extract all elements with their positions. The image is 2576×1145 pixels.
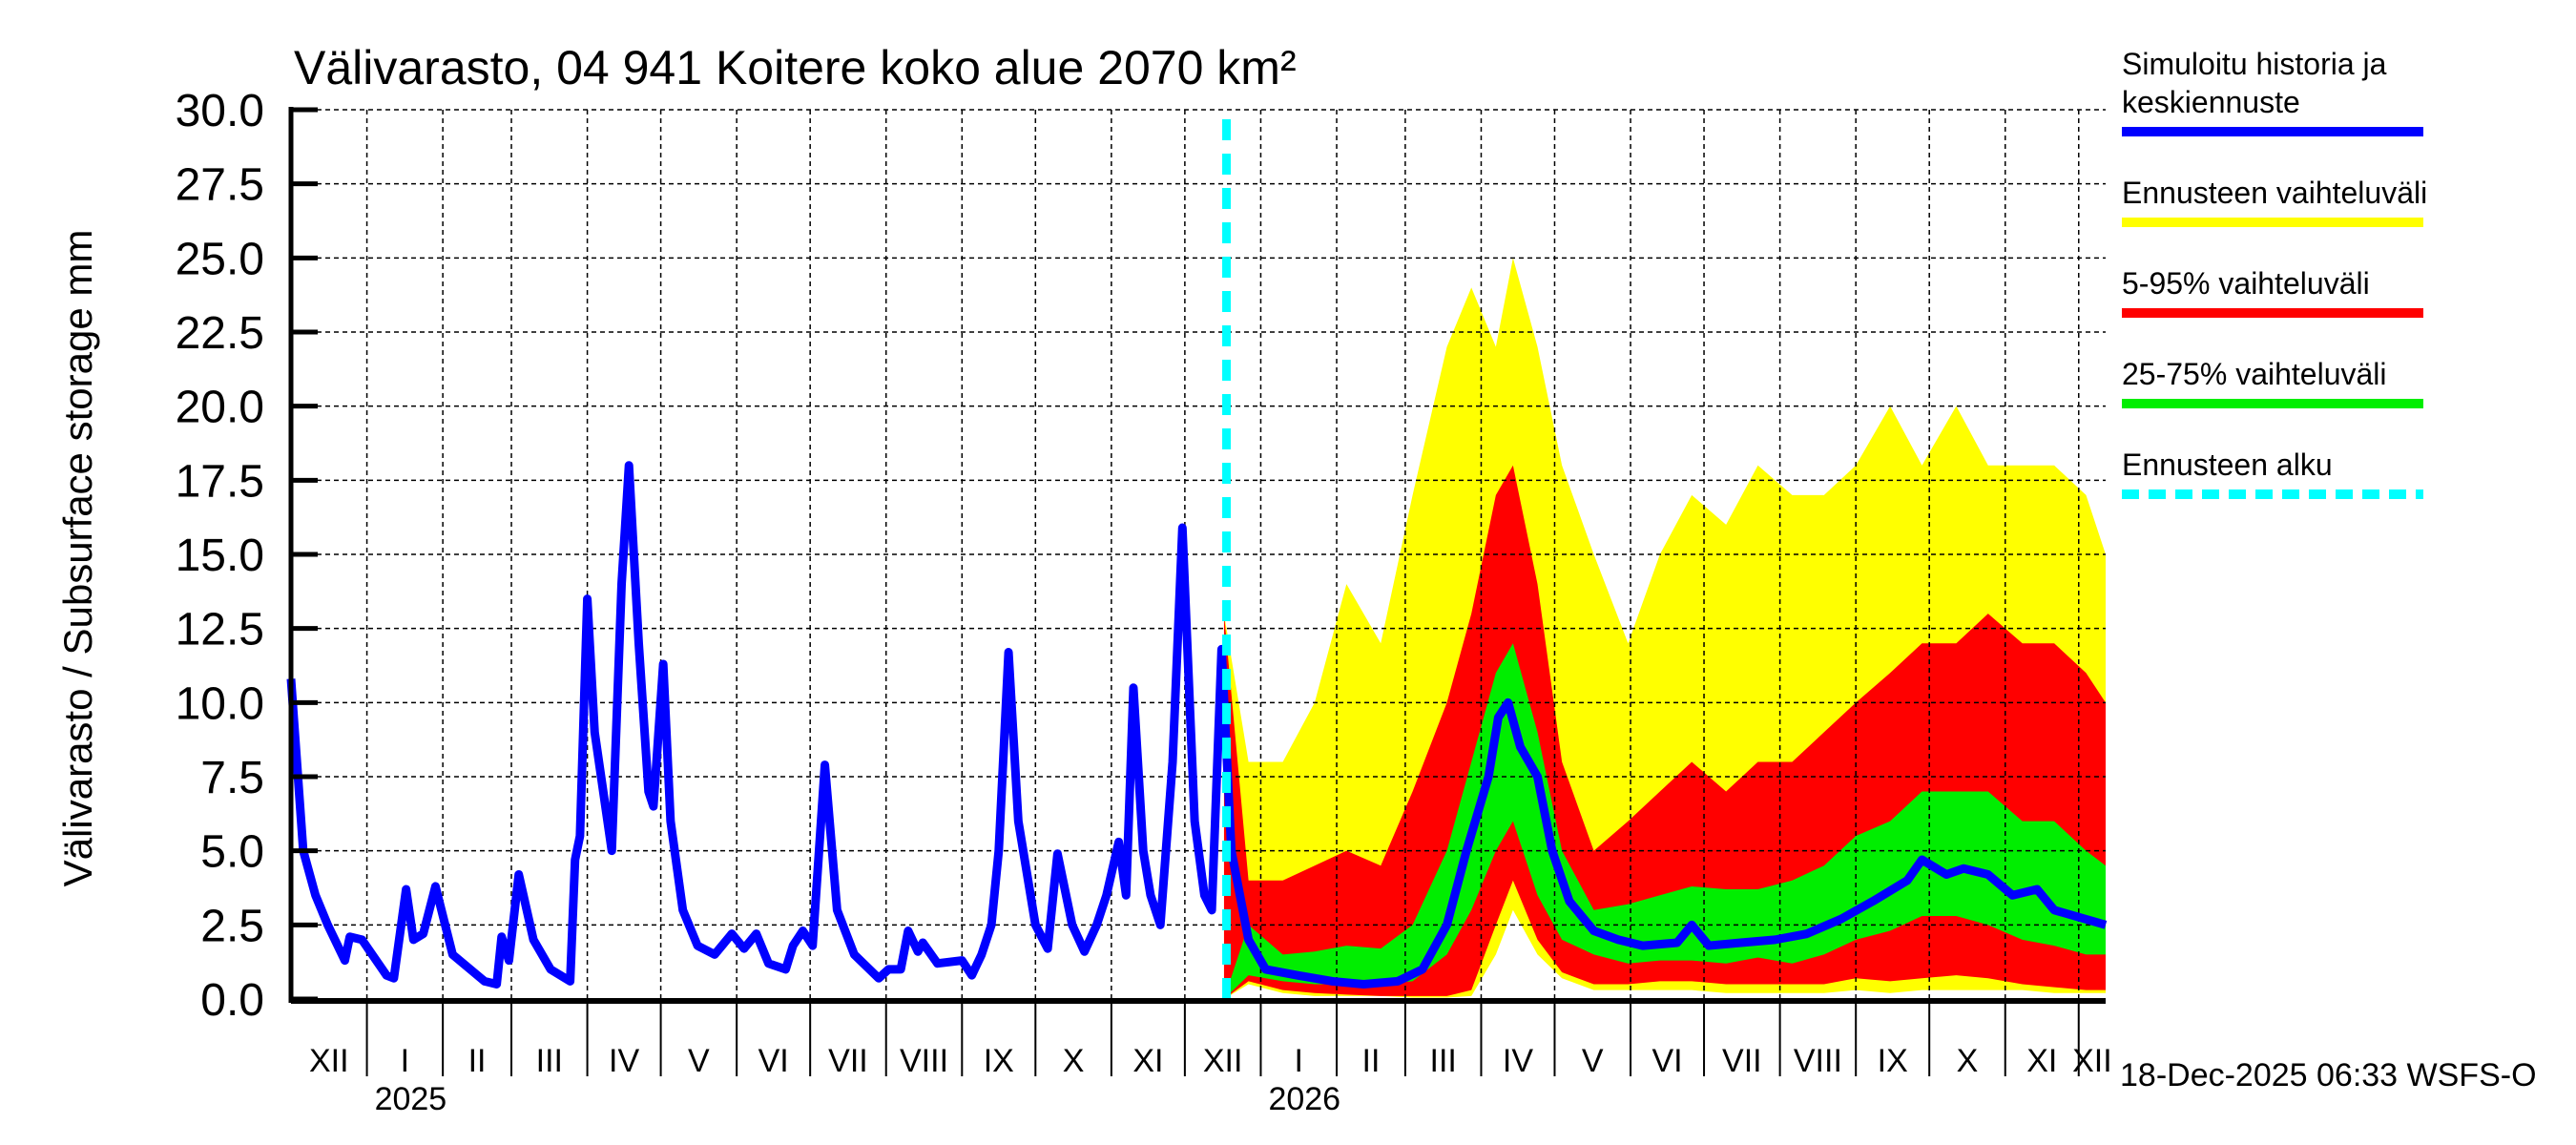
year-label: 2025 [375,1081,447,1117]
month-label: IX [1878,1043,1908,1079]
month-label: V [1582,1043,1604,1079]
footer-timestamp: 18-Dec-2025 06:33 WSFS-O [2120,1057,2537,1093]
month-label: VI [758,1043,789,1079]
month-label: X [1957,1043,1979,1079]
month-label: I [1295,1043,1303,1079]
year-label: 2026 [1268,1081,1340,1117]
month-label: VI [1652,1043,1682,1079]
legend-label: keskiennuste [2122,85,2300,119]
y-tick-label: 27.5 [176,160,264,211]
y-tick-label: 5.0 [200,827,264,878]
month-label: IV [1503,1043,1533,1079]
month-label: VII [1722,1043,1762,1079]
month-label: II [468,1043,487,1079]
month-label: I [401,1043,409,1079]
y-axis-label: Välivarasto / Subsurface storage mm [55,230,100,887]
y-tick-label: 10.0 [176,678,264,729]
y-tick-label: 25.0 [176,234,264,284]
month-label: XI [2026,1043,2057,1079]
month-label: V [688,1043,710,1079]
y-tick-label: 22.5 [176,308,264,359]
y-tick-label: 7.5 [200,753,264,803]
month-label: XII [309,1043,349,1079]
month-label: III [1430,1043,1457,1079]
legend-label: Simuloitu historia ja [2122,47,2387,81]
month-label: XII [1203,1043,1243,1079]
chart-title: Välivarasto, 04 941 Koitere koko alue 20… [294,41,1297,94]
month-label: XI [1132,1043,1163,1079]
forecast-bands [1223,258,2106,999]
month-label: II [1362,1043,1381,1079]
month-label: VIII [900,1043,948,1079]
month-label: IV [609,1043,639,1079]
y-tick-label: 17.5 [176,456,264,507]
axes: 0.0 2.5 5.0 7.5 10.0 12.5 15.0 17.5 20.0 22.5 25.0… [176,86,2112,1117]
y-tick-label: 20.0 [176,383,264,433]
y-tick-label: 30.0 [176,86,264,136]
month-label: XII [2072,1043,2112,1079]
y-tick-label: 12.5 [176,605,264,656]
month-label: VII [828,1043,868,1079]
series-layer [286,119,2108,999]
legend-label: 25-75% vaihteluväli [2122,357,2387,391]
legend-label: Ennusteen alku [2122,448,2333,482]
month-label: VIII [1794,1043,1842,1079]
band-25-75 [1223,643,2106,999]
y-tick-label: 15.0 [176,531,264,581]
legend: Simuloitu historia ja keskiennuste Ennuste… [2122,47,2427,499]
month-label: III [536,1043,563,1079]
legend-label: 5-95% vaihteluväli [2122,266,2370,301]
legend-label: Ennusteen vaihteluväli [2122,176,2427,210]
month-label: X [1063,1043,1085,1079]
y-tick-label: 2.5 [200,901,264,951]
y-tick-label: 0.0 [200,975,264,1026]
mean-history-line [286,461,2108,989]
month-label: IX [984,1043,1014,1079]
